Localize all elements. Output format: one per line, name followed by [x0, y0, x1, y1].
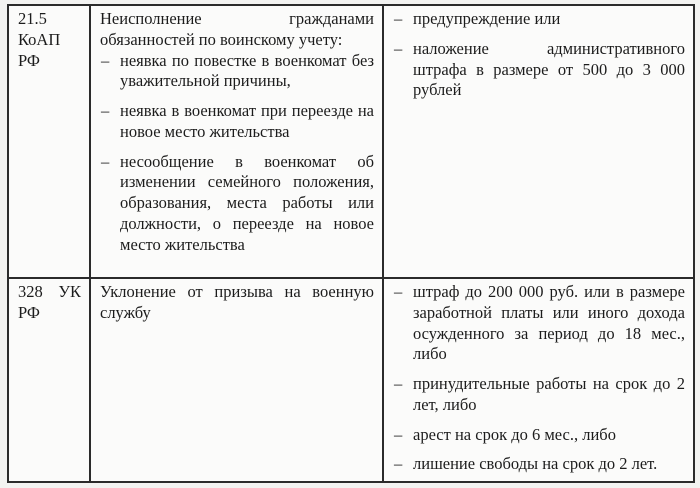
list-item: – несообщение в военкомат об изменении с… — [100, 152, 374, 256]
offense-cell: Неисполнение гражданами обязанностей по … — [89, 4, 384, 279]
list-item-text: наложение административного штрафа в раз… — [413, 38, 685, 100]
list-item: – предупреждение или — [393, 9, 685, 30]
dash-bullet-icon: – — [394, 9, 403, 28]
article-number: 328 УК РФ — [18, 282, 81, 322]
list-item: – лишение свободы на срок до 2 лет. — [393, 454, 685, 475]
list-item: – штраф до 200 000 руб. или в размере за… — [393, 282, 685, 365]
article-number: 21.5 КоАП РФ — [18, 9, 61, 70]
dash-bullet-icon: – — [394, 282, 403, 301]
offense-cell: Уклонение от призыва на военную службу — [89, 276, 384, 484]
list-item-text: лишение свободы на срок до 2 лет. — [413, 454, 658, 474]
list-item-text: неявка по повестке в военкомат без уважи… — [120, 50, 374, 91]
list-item-text: несообщение в военкомат об изменении сем… — [120, 151, 374, 254]
list-item-text: арест на срок до 6 мес., либо — [413, 424, 616, 444]
offense-intro: Уклонение от призыва на военную службу — [100, 282, 374, 322]
dash-bullet-icon: – — [101, 101, 110, 121]
list-item: – неявка по повестке в военкомат без ува… — [100, 51, 374, 93]
article-cell: 21.5 КоАП РФ — [7, 4, 91, 279]
dash-bullet-icon: – — [101, 151, 110, 171]
penalty-cell: – штраф до 200 000 руб. или в размере за… — [382, 276, 695, 484]
dash-bullet-icon: – — [394, 454, 403, 474]
list-item: – арест на срок до 6 мес., либо — [393, 425, 685, 446]
dash-bullet-icon: – — [101, 50, 110, 70]
penalty-cell: – предупреждение или – наложение админис… — [382, 4, 695, 279]
penalties-table: 21.5 КоАП РФ Неисполнение гражданами обя… — [7, 4, 695, 484]
list-item-text: принудительные работы на срок до 2 лет, … — [413, 374, 685, 414]
table-row-uk: 328 УК РФ Уклонение от призыва на военну… — [7, 276, 695, 484]
list-item: – наложение административного штрафа в р… — [393, 39, 685, 101]
list-item-text: неявка в военкомат при переезде на новое… — [120, 101, 374, 141]
offense-intro: Неисполнение гражданами обязанностей по … — [100, 9, 374, 49]
table-row-koap: 21.5 КоАП РФ Неисполнение гражданами обя… — [7, 4, 695, 279]
article-cell: 328 УК РФ — [7, 276, 91, 484]
list-item-text: штраф до 200 000 руб. или в размере зара… — [413, 282, 685, 364]
list-item: – принудительные работы на срок до 2 лет… — [393, 374, 685, 416]
list-item-text: предупреждение или — [413, 9, 561, 28]
list-item: – неявка в военкомат при переезде на нов… — [100, 101, 374, 143]
dash-bullet-icon: – — [394, 424, 403, 444]
dash-bullet-icon: – — [394, 374, 403, 394]
dash-bullet-icon: – — [394, 38, 403, 58]
